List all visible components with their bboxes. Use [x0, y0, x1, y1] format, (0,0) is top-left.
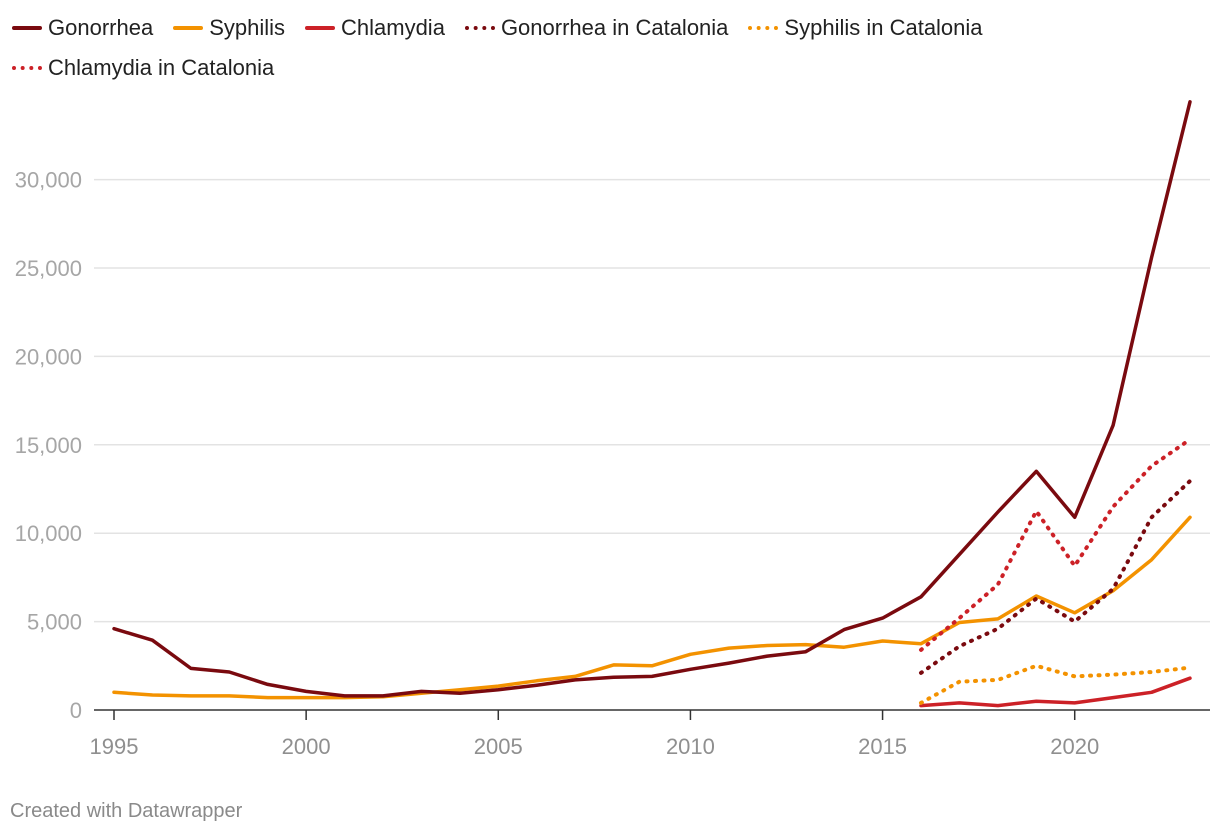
legend: Gonorrhea Syphilis Chlamydia Gonorrhea in C…: [12, 14, 1202, 82]
series-line-chlamydia-in-catalonia: [919, 437, 1192, 652]
legend-swatch: [305, 26, 335, 30]
y-tick-label: 25,000: [15, 256, 82, 281]
y-tick-label: 5,000: [27, 610, 82, 635]
legend-label: Chlamydia in Catalonia: [48, 55, 275, 80]
x-tick-label: 2000: [282, 734, 331, 759]
x-axis: 1995 2000 2005 2010 2015 2020: [90, 709, 1210, 759]
y-tick-label: 15,000: [15, 433, 82, 458]
legend-swatch: [464, 26, 495, 30]
legend-item: Syphilis: [173, 14, 285, 42]
x-tick-label: 2005: [474, 734, 523, 759]
x-tick-label: 2015: [858, 734, 907, 759]
y-tick-label: 20,000: [15, 344, 82, 369]
legend-swatch: [173, 26, 204, 30]
series-line-gonorrhea: [112, 100, 1192, 698]
x-tick-label: 2020: [1050, 734, 1099, 759]
legend-label: Syphilis in Catalonia: [784, 15, 983, 40]
legend-label: Gonorrhea in Catalonia: [500, 15, 729, 40]
legend-item: Chlamydia in Catalonia: [12, 54, 274, 82]
series-lines: [112, 100, 1192, 708]
x-tick-label: 2010: [666, 734, 715, 759]
legend-label: Syphilis: [209, 15, 285, 40]
legend-label: Chlamydia: [341, 15, 445, 40]
legend-item: Chlamydia: [305, 14, 445, 42]
credit-text: Created with Datawrapper: [10, 800, 243, 822]
legend-swatch: [12, 66, 42, 70]
y-tick-label: 0: [70, 698, 82, 723]
series-line-gonorrhea-in-catalonia: [919, 479, 1192, 675]
legend-swatch: [12, 26, 42, 30]
legend-label: Gonorrhea: [48, 15, 154, 40]
legend-item: Gonorrhea: [12, 14, 153, 42]
legend-item: Syphilis in Catalonia: [748, 14, 983, 42]
gridlines: [94, 178, 1210, 623]
series-line-syphilis-in-catalonia: [919, 663, 1192, 705]
series-line-chlamydia: [919, 676, 1192, 708]
y-tick-label: 10,000: [15, 521, 82, 546]
series-line-syphilis: [112, 515, 1192, 700]
legend-swatch: [748, 26, 779, 30]
legend-item: Gonorrhea in Catalonia: [464, 14, 729, 42]
x-tick-label: 1995: [90, 734, 139, 759]
y-tick-label: 30,000: [15, 168, 82, 193]
y-axis-ticks: 0 5,000 10,000 15,000 20,000 25,000 30,000: [15, 168, 82, 723]
